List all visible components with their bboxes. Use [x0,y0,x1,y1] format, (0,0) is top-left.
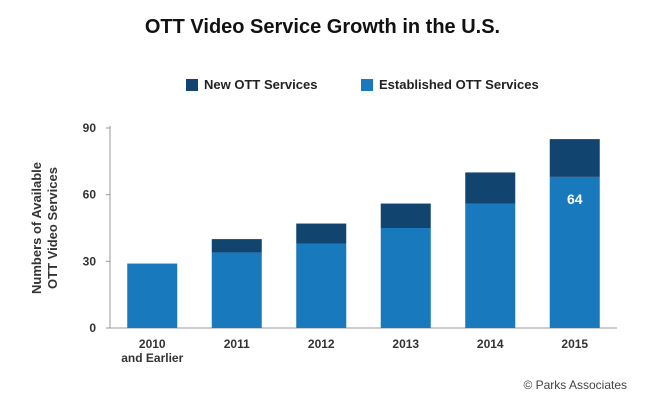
x-tick-label: 2011 [224,337,250,351]
legend-swatch-established [361,78,373,91]
legend: New OTT Services Established OTT Service… [0,77,645,97]
legend-swatch-new [186,78,198,91]
bar-new [380,203,431,228]
x-tick-label: 2010 and Earlier [121,337,183,365]
legend-item-new: New OTT Services [186,77,317,92]
bar-established [549,176,600,328]
bar-established [296,243,347,328]
source-credit: © Parks Associates [523,378,627,392]
y-tick-label: 0 [89,321,96,335]
x-tick-label: 2012 [308,337,335,351]
legend-label-new: New OTT Services [204,77,318,92]
bar-new [211,239,262,253]
bar-new [549,139,600,177]
y-tick-label: 90 [83,121,97,135]
y-tick-label: 30 [83,254,97,268]
bar-established [380,228,431,328]
x-tick-label: 2014 [477,337,504,351]
y-tick-label: 60 [83,188,97,202]
chart-title: OTT Video Service Growth in the U.S. [144,16,501,38]
legend-item-established: Established OTT Services [361,77,539,92]
x-tick-label: 2015 [561,337,588,351]
legend-label-established: Established OTT Services [379,77,539,92]
x-tick-label: 2013 [392,337,419,351]
bar-established [127,263,178,328]
data-label: 64 [567,191,583,207]
bar-new [296,223,347,244]
bar-new [465,172,516,204]
bar-established [465,203,516,328]
bar-established [211,252,262,328]
